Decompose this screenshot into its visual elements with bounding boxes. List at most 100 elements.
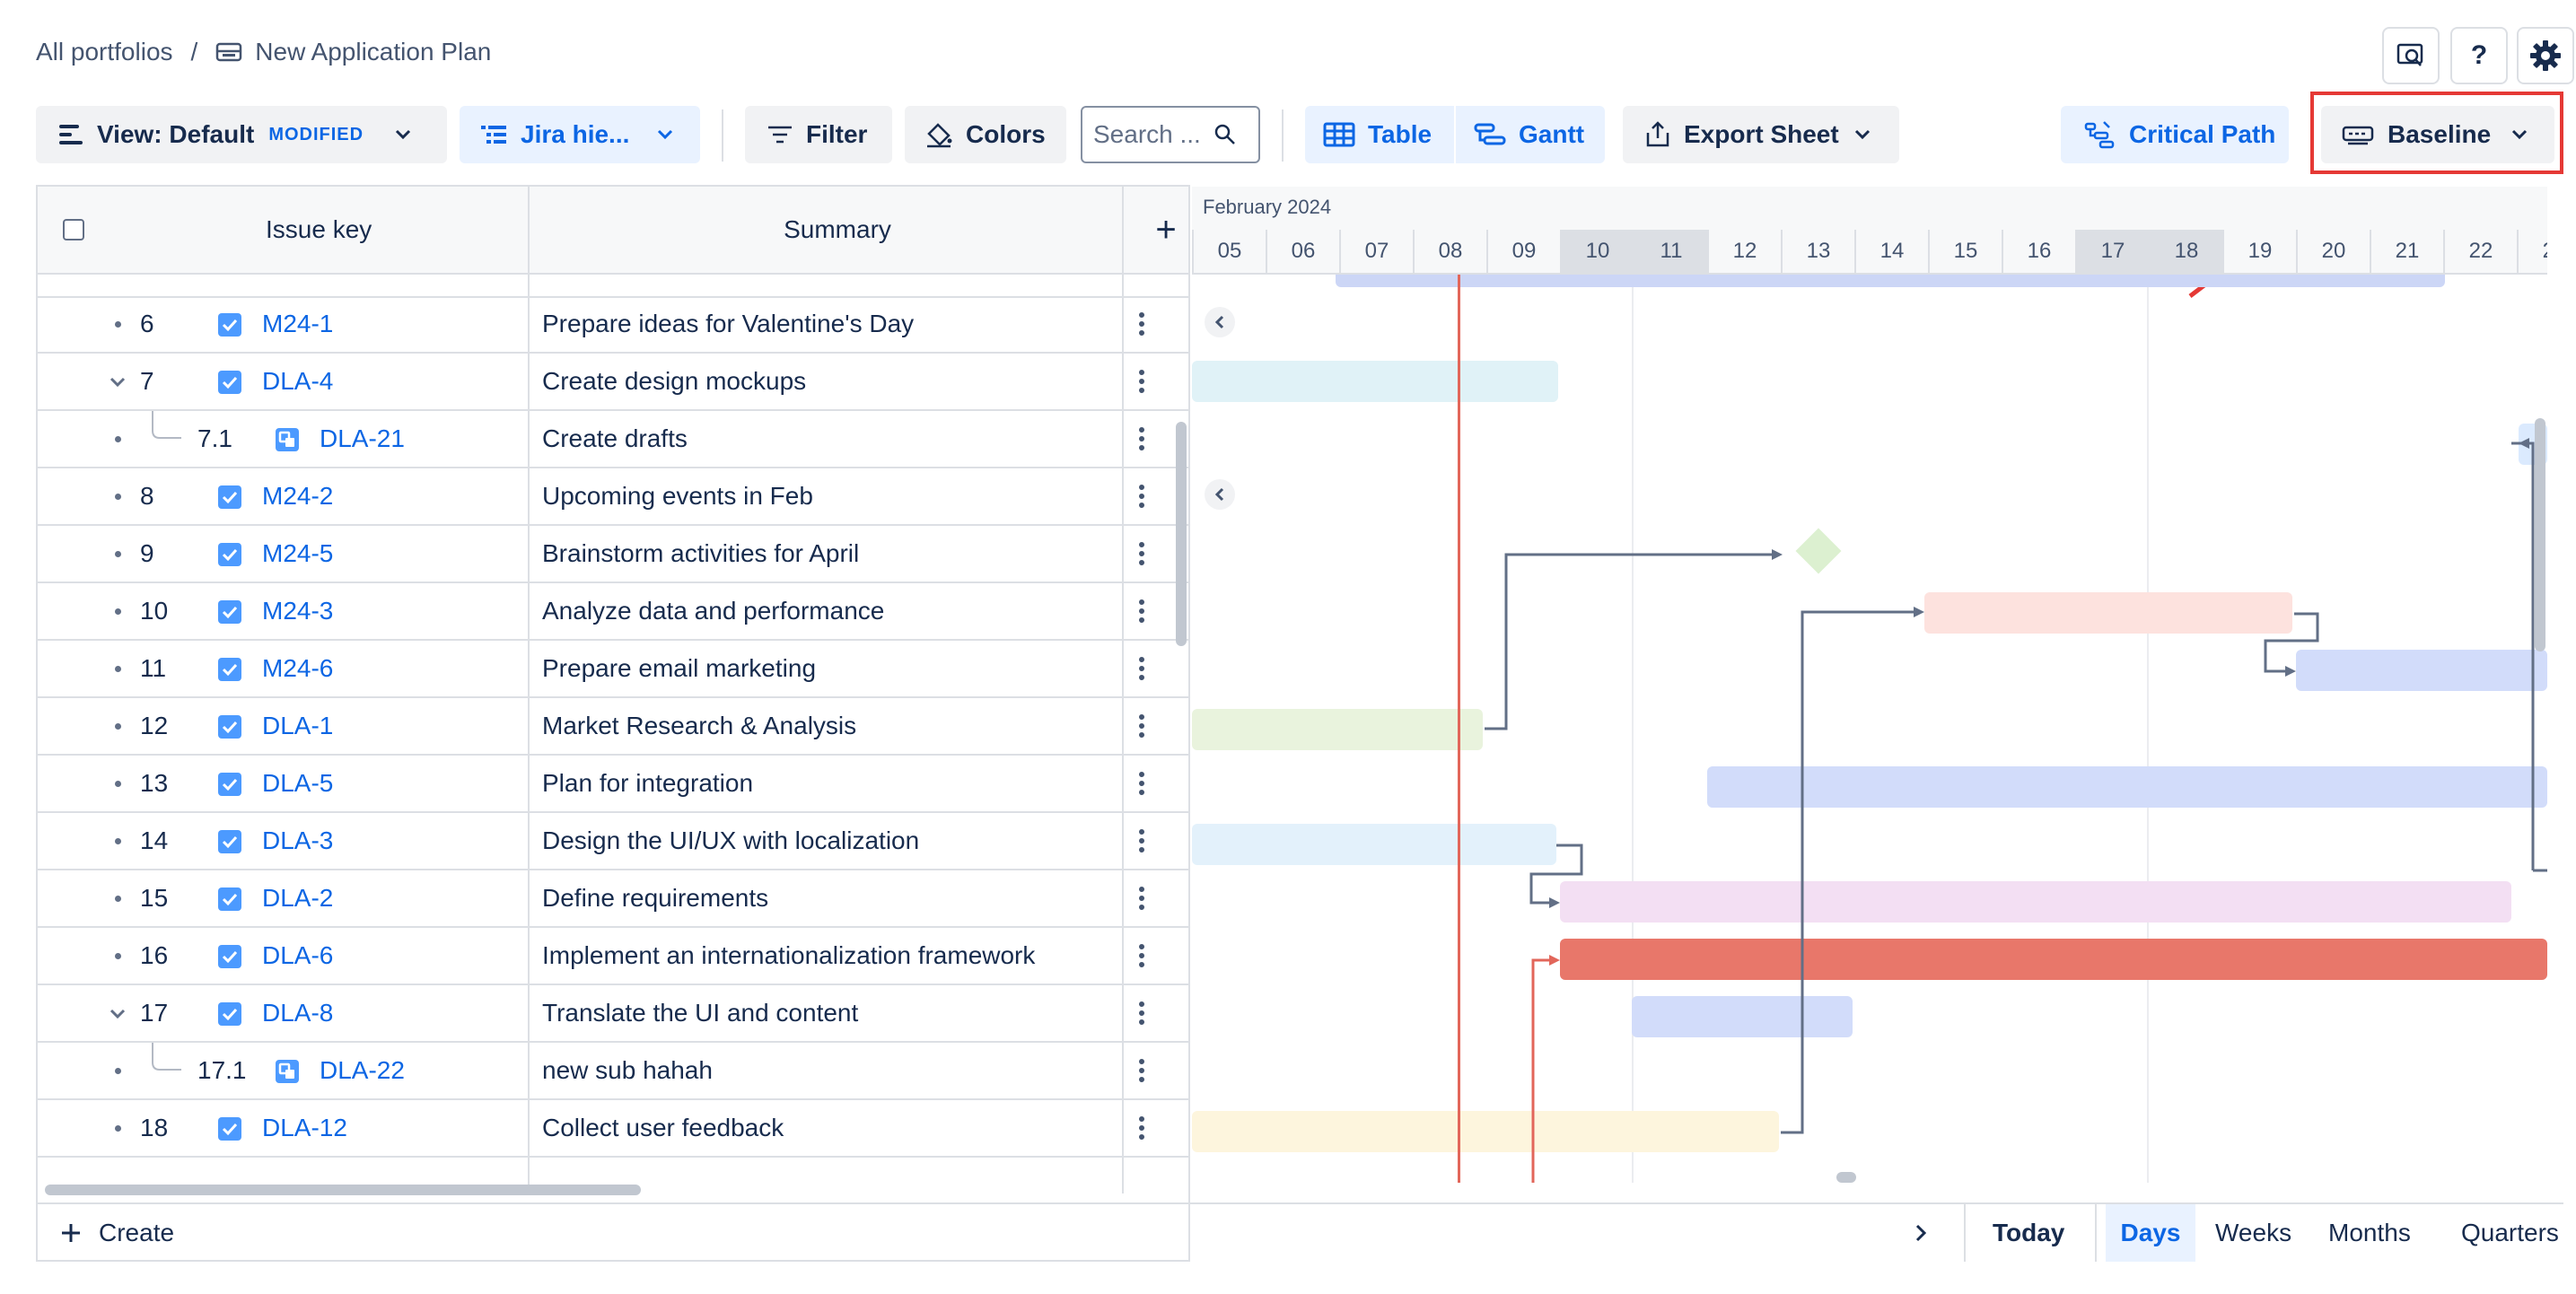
issue-key-link[interactable]: M24-1 bbox=[262, 310, 334, 337]
colors-button[interactable]: Colors bbox=[905, 106, 1066, 163]
issue-key-link[interactable]: DLA-1 bbox=[262, 712, 334, 739]
scroll-to-bar-button[interactable] bbox=[1205, 479, 1235, 510]
export-sheet-dropdown[interactable]: Export Sheet bbox=[1623, 106, 1899, 163]
table-row[interactable]: 7.1 DLA-21 Create drafts bbox=[38, 411, 1188, 468]
table-row[interactable]: 11 M24-6 Prepare email marketing bbox=[38, 641, 1188, 698]
gantt-horizontal-scrollbar[interactable] bbox=[1836, 1172, 1856, 1183]
gantt-bar[interactable] bbox=[2296, 650, 2547, 691]
scroll-right-button[interactable] bbox=[1912, 1204, 1930, 1262]
issue-key-link[interactable]: DLA-12 bbox=[262, 1114, 347, 1141]
create-button[interactable]: Create bbox=[59, 1204, 174, 1262]
issue-summary[interactable]: new sub hahah bbox=[542, 1056, 713, 1084]
table-row[interactable]: 14 DLA-3 Design the UI/UX with localizatio… bbox=[38, 813, 1188, 870]
more-options-icon[interactable] bbox=[1138, 483, 1145, 510]
table-row[interactable]: 18 DLA-12 Collect user feedback bbox=[38, 1100, 1188, 1158]
issue-key-link[interactable]: M24-5 bbox=[262, 539, 334, 567]
table-horizontal-scrollbar[interactable] bbox=[45, 1185, 641, 1195]
more-options-icon[interactable] bbox=[1138, 425, 1145, 452]
issue-key-link[interactable]: DLA-5 bbox=[262, 769, 334, 797]
today-button[interactable]: Today bbox=[1993, 1219, 2065, 1246]
issue-summary[interactable]: Implement an internationalization framew… bbox=[542, 941, 1036, 969]
table-row[interactable]: 15 DLA-2 Define requirements bbox=[38, 870, 1188, 928]
gantt-bar-critical[interactable] bbox=[1560, 939, 2547, 980]
gantt-bar[interactable] bbox=[1632, 996, 1853, 1037]
column-summary[interactable]: Summary bbox=[784, 215, 891, 243]
issue-summary[interactable]: Analyze data and performance bbox=[542, 597, 885, 625]
column-issue-key[interactable]: Issue key bbox=[266, 215, 372, 243]
gantt-view-button[interactable]: Gantt bbox=[1456, 106, 1605, 163]
gantt-bar[interactable] bbox=[1192, 361, 1558, 402]
search-screen-button[interactable] bbox=[2382, 27, 2440, 84]
more-options-icon[interactable] bbox=[1138, 1115, 1145, 1141]
add-column-button[interactable]: + bbox=[1155, 209, 1177, 249]
more-options-icon[interactable] bbox=[1138, 655, 1145, 682]
more-options-icon[interactable] bbox=[1138, 1000, 1145, 1027]
issue-summary[interactable]: Create design mockups bbox=[542, 367, 807, 395]
zoom-weeks[interactable]: Weeks bbox=[2215, 1219, 2292, 1246]
issue-key-link[interactable]: DLA-8 bbox=[262, 999, 334, 1027]
issue-summary[interactable]: Plan for integration bbox=[542, 769, 754, 797]
gantt-bar[interactable] bbox=[1560, 881, 2511, 922]
critical-path-button[interactable]: Critical Path bbox=[2061, 106, 2289, 163]
table-row[interactable]: 9 M24-5 Brainstorm activities for April bbox=[38, 526, 1188, 583]
issue-key-link[interactable]: DLA-6 bbox=[262, 941, 334, 969]
more-options-icon[interactable] bbox=[1138, 1057, 1145, 1084]
issue-summary[interactable]: Define requirements bbox=[542, 884, 769, 912]
issue-key-link[interactable]: DLA-21 bbox=[320, 424, 405, 452]
issue-key-link[interactable]: M24-3 bbox=[262, 597, 334, 625]
table-row[interactable]: 16 DLA-6 Implement an internationalization… bbox=[38, 928, 1188, 985]
table-row[interactable]: 13 DLA-5 Plan for integration bbox=[38, 756, 1188, 813]
baseline-dropdown[interactable]: Baseline bbox=[2321, 106, 2554, 163]
select-all-checkbox[interactable] bbox=[63, 219, 84, 240]
more-options-icon[interactable] bbox=[1138, 368, 1145, 395]
gantt-bar[interactable] bbox=[1192, 1111, 1779, 1152]
issue-summary[interactable]: Translate the UI and content bbox=[542, 999, 859, 1027]
gantt-bar[interactable] bbox=[1192, 824, 1556, 865]
more-options-icon[interactable] bbox=[1138, 540, 1145, 567]
table-row[interactable]: 8 M24-2 Upcoming events in Feb bbox=[38, 468, 1188, 526]
more-options-icon[interactable] bbox=[1138, 310, 1145, 337]
more-options-icon[interactable] bbox=[1138, 770, 1145, 797]
issue-summary[interactable]: Design the UI/UX with localization bbox=[542, 826, 920, 854]
issue-key-link[interactable]: DLA-2 bbox=[262, 884, 334, 912]
issue-summary[interactable]: Create drafts bbox=[542, 424, 688, 452]
scroll-to-bar-button[interactable] bbox=[1205, 307, 1235, 337]
issue-summary[interactable]: Collect user feedback bbox=[542, 1114, 784, 1141]
filter-button[interactable]: Filter bbox=[745, 106, 892, 163]
issue-summary[interactable]: Upcoming events in Feb bbox=[542, 482, 813, 510]
hierarchy-dropdown[interactable]: Jira hie... bbox=[460, 106, 700, 163]
table-view-button[interactable]: Table bbox=[1305, 106, 1454, 163]
view-dropdown[interactable]: View: Default MODIFIED bbox=[36, 106, 447, 163]
collapse-chevron-icon[interactable] bbox=[108, 373, 127, 391]
table-row[interactable]: 12 DLA-1 Market Research & Analysis bbox=[38, 698, 1188, 756]
more-options-icon[interactable] bbox=[1138, 885, 1145, 912]
issue-key-link[interactable]: DLA-4 bbox=[262, 367, 334, 395]
help-button[interactable]: ? bbox=[2450, 27, 2508, 84]
table-row[interactable]: 6 M24-1 Prepare ideas for Valentine's Day bbox=[38, 296, 1188, 354]
table-row[interactable]: 17.1 DLA-22 new sub hahah bbox=[38, 1043, 1188, 1100]
gantt-bar[interactable] bbox=[1192, 709, 1483, 750]
table-vertical-scrollbar[interactable] bbox=[1176, 422, 1187, 646]
collapse-chevron-icon[interactable] bbox=[108, 1005, 127, 1023]
more-options-icon[interactable] bbox=[1138, 942, 1145, 969]
zoom-quarters[interactable]: Quarters bbox=[2461, 1219, 2559, 1246]
zoom-months[interactable]: Months bbox=[2328, 1219, 2411, 1246]
more-options-icon[interactable] bbox=[1138, 713, 1145, 739]
issue-summary[interactable]: Prepare ideas for Valentine's Day bbox=[542, 310, 915, 337]
issue-key-link[interactable]: M24-2 bbox=[262, 482, 334, 510]
gantt-bar[interactable] bbox=[1707, 766, 2547, 808]
issue-key-link[interactable]: DLA-22 bbox=[320, 1056, 405, 1084]
issue-key-link[interactable]: DLA-3 bbox=[262, 826, 334, 854]
table-row[interactable]: 7 DLA-4 Create design mockups bbox=[38, 354, 1188, 411]
settings-button[interactable] bbox=[2517, 27, 2574, 84]
more-options-icon[interactable] bbox=[1138, 598, 1145, 625]
issue-summary[interactable]: Brainstorm activities for April bbox=[542, 539, 860, 567]
zoom-days[interactable]: Days bbox=[2106, 1204, 2195, 1262]
issue-summary[interactable]: Prepare email marketing bbox=[542, 654, 817, 682]
table-row[interactable]: 10 M24-3 Analyze data and performance bbox=[38, 583, 1188, 641]
more-options-icon[interactable] bbox=[1138, 827, 1145, 854]
table-row[interactable]: 17 DLA-8 Translate the UI and content bbox=[38, 985, 1188, 1043]
search-input[interactable]: Search ... bbox=[1081, 106, 1260, 163]
gantt-vertical-scrollbar[interactable] bbox=[2535, 418, 2545, 651]
breadcrumb-root-link[interactable]: All portfolios bbox=[36, 38, 173, 66]
